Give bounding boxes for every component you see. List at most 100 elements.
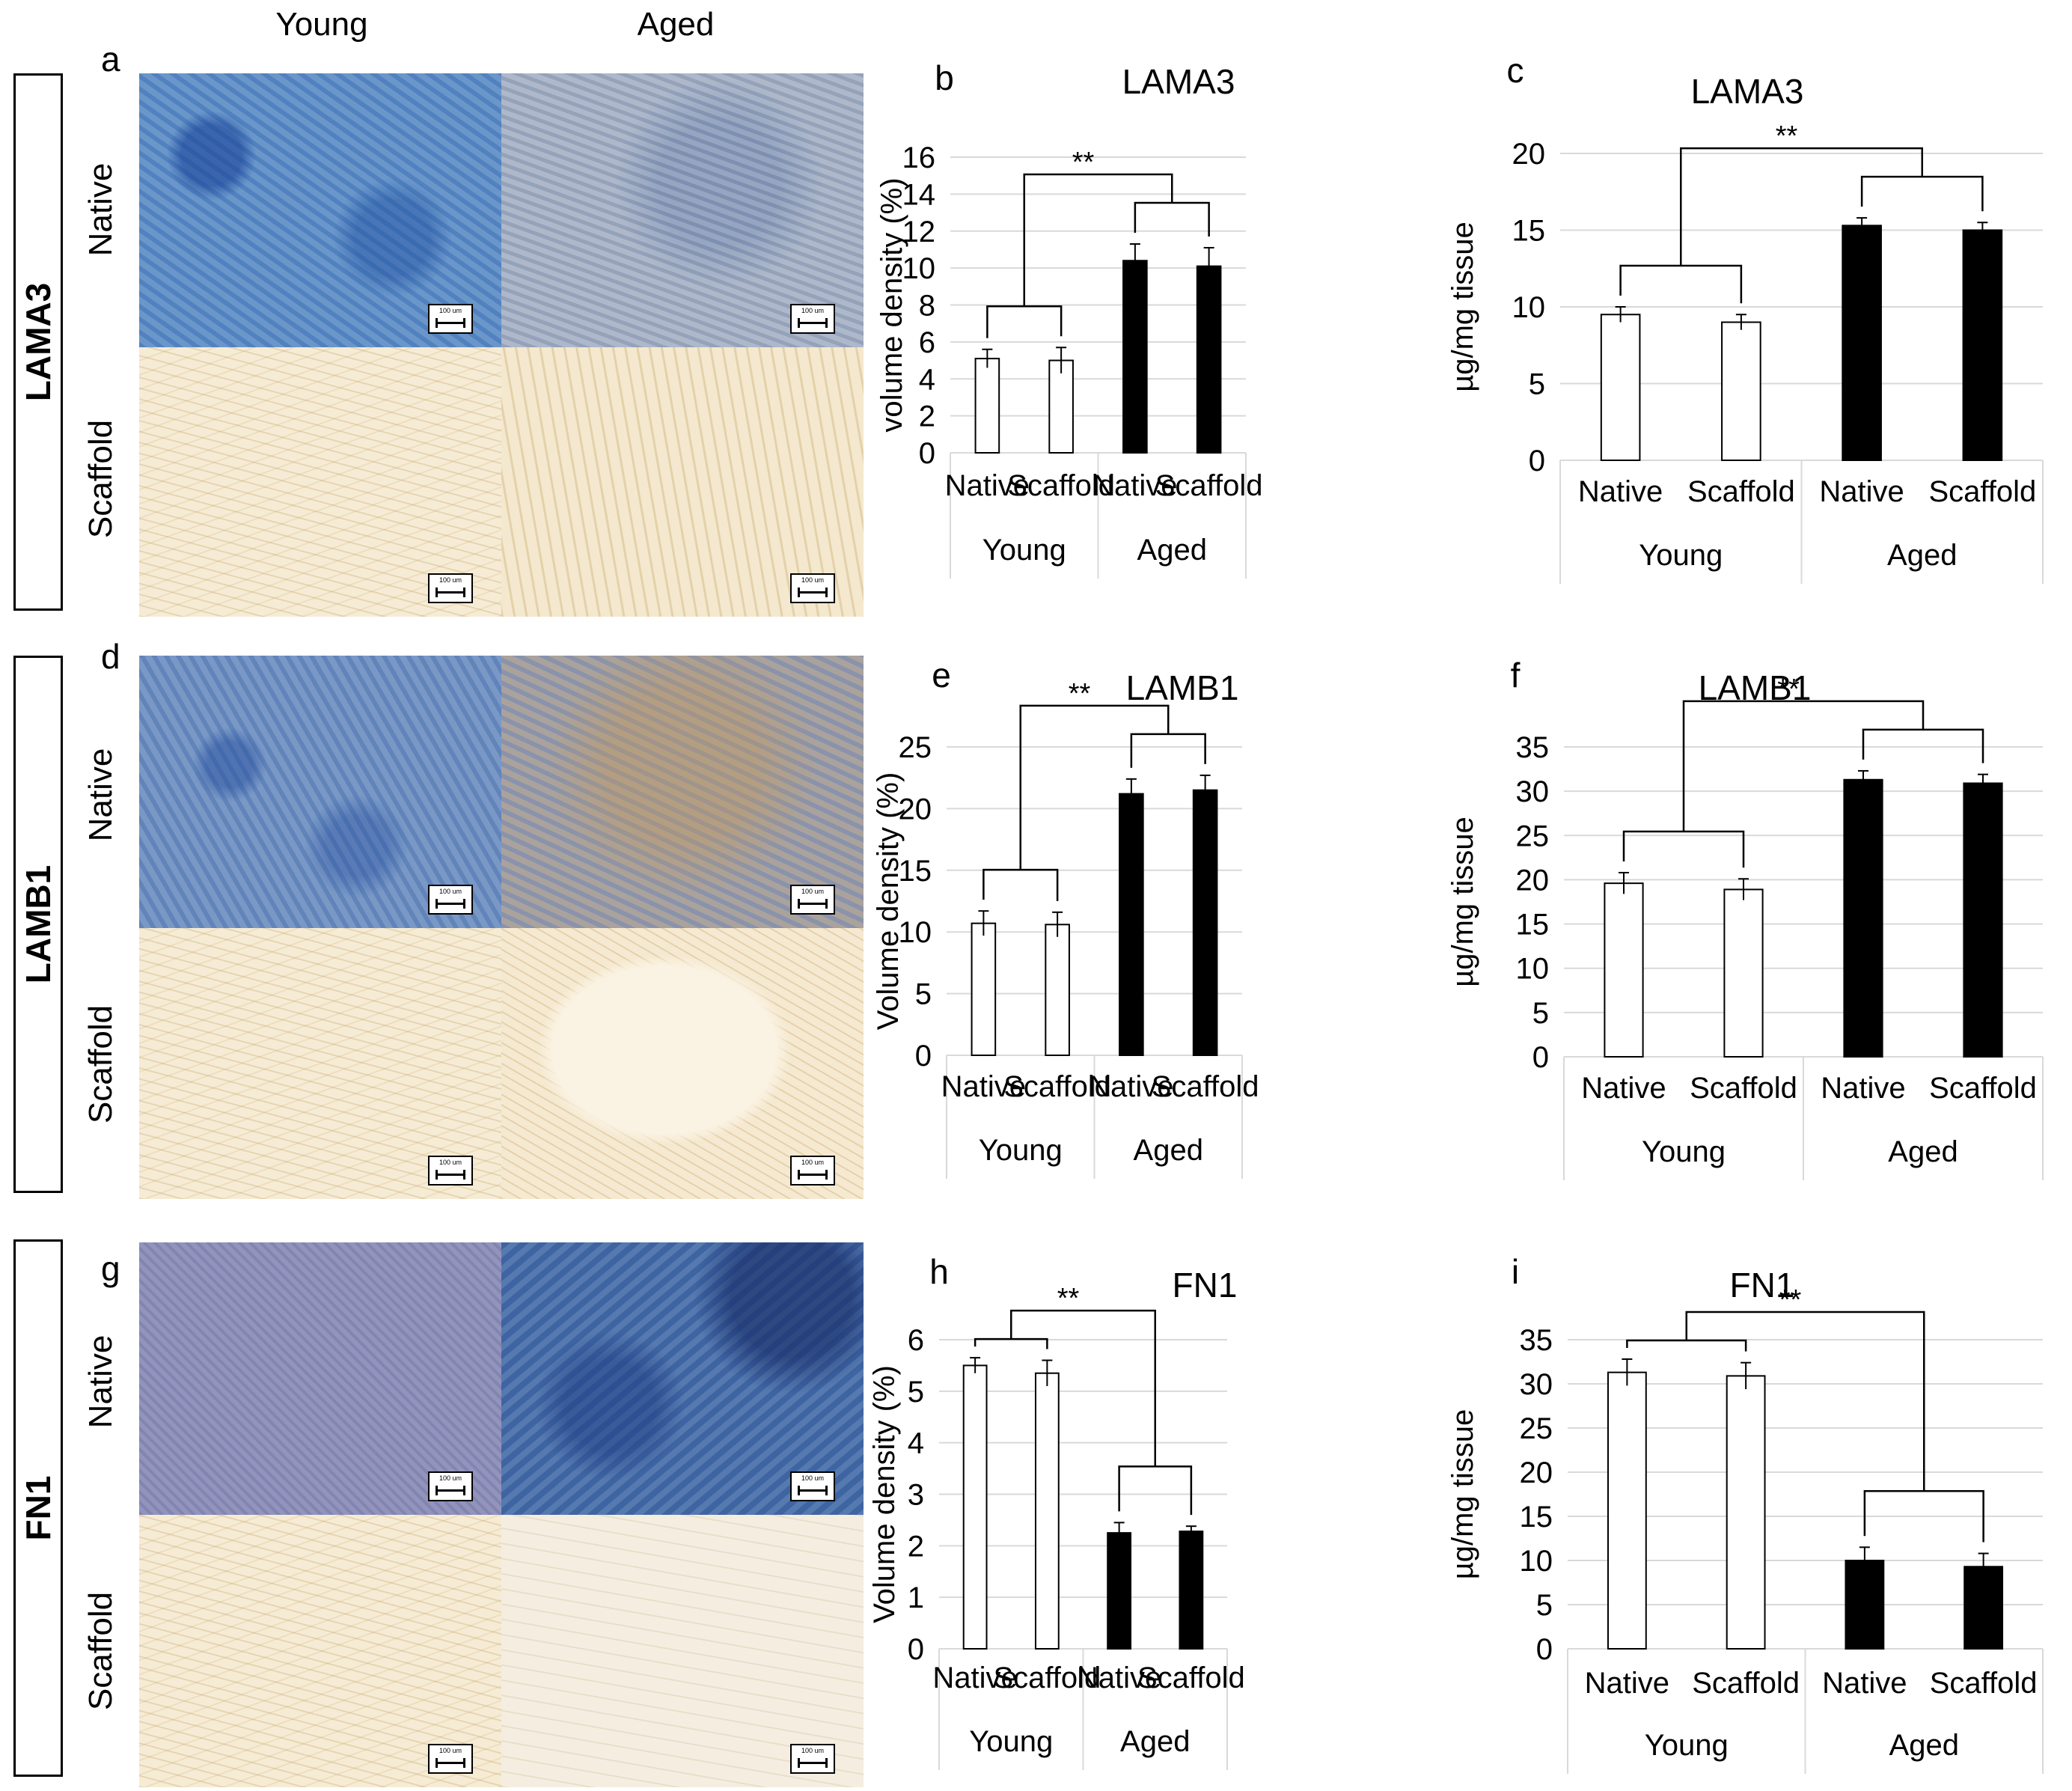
chart-h-ytick-label: 3: [908, 1479, 924, 1512]
chart-h-category-label: Native: [932, 1662, 1017, 1694]
chart-c-ytick-label: 10: [1512, 291, 1546, 324]
chart-h-ytick-label: 6: [908, 1324, 924, 1357]
micrograph-lama3-aged-native: 100 um: [501, 73, 864, 347]
chart-c-category-label: Scaffold: [1928, 475, 2036, 508]
chart-c-category-label: Native: [1819, 475, 1904, 508]
chart-c-ytick-label: 15: [1512, 215, 1546, 248]
panel-letter-g: g: [101, 1249, 120, 1288]
chart-b-group-label: Young: [982, 534, 1066, 567]
scale-bar: 100 um: [790, 885, 835, 915]
chart-i-bar-aged-scaffold: [1963, 1566, 2004, 1650]
chart-e-ytick-label: 0: [915, 1040, 932, 1073]
chart-c-category-label: Native: [1578, 475, 1663, 508]
chart-e-category-label: Scaffold: [1003, 1070, 1111, 1103]
micrograph-lama3-young-native: 100 um: [139, 73, 501, 347]
chart-b-ytick-label: 0: [919, 437, 935, 470]
chart-c-bracket-main: [1680, 147, 1923, 266]
chart-b-significance: **: [1072, 147, 1095, 178]
chart-b-category-label: Native: [945, 469, 1030, 502]
chart-b-bracket: [986, 305, 1063, 338]
chart-b-bar-young-native: [974, 358, 1000, 454]
chart-i-bar-young-scaffold: [1726, 1375, 1766, 1650]
chart-f-ytick-label: 30: [1516, 775, 1550, 808]
chart-c-significance: **: [1776, 120, 1798, 152]
micrograph-lamb1-young-scaffold: 100 um: [139, 928, 501, 1199]
chart-e-ytick-label: 15: [899, 855, 932, 888]
chart-h-ytick-label: 0: [908, 1633, 924, 1666]
chart-b-ytick-label: 14: [902, 178, 936, 211]
chart-b-ytick-label: 4: [919, 363, 935, 396]
micrograph-fn1-aged-native: 100 um: [501, 1242, 864, 1515]
chart-b-panel-letter: b: [935, 58, 954, 97]
chart-h-group-label: Young: [969, 1725, 1053, 1758]
chart-f-ylabel: µg/mg tissue: [1446, 817, 1479, 987]
chart-b-ytick-label: 8: [919, 290, 935, 323]
chart-b-bar-aged-scaffold: [1196, 265, 1222, 454]
chart-e-ylabel: Volume density (%): [872, 772, 905, 1031]
chart-e-ytick-label: 20: [899, 793, 932, 826]
chart-f-bracket: [1622, 830, 1745, 868]
chart-i-ytick-label: 15: [1520, 1501, 1553, 1534]
chart-e-bracket: [1130, 733, 1206, 768]
micrograph-lamb1-aged-native: 100 um: [501, 656, 864, 928]
scale-bar: 100 um: [790, 1471, 835, 1501]
chart-i-ytick-label: 0: [1536, 1633, 1553, 1666]
chart-e-category-label: Scaffold: [1152, 1070, 1259, 1103]
chart-c-panel-letter: c: [1507, 51, 1524, 90]
chart-h-bar-aged-scaffold: [1179, 1531, 1204, 1650]
chart-c-category-label: Scaffold: [1687, 475, 1795, 508]
scale-bar: 100 um: [428, 573, 473, 603]
chart-h-group-label: Aged: [1120, 1725, 1190, 1758]
chart-b-category-label: Scaffold: [1155, 469, 1263, 502]
micrograph-lamb1-aged-scaffold: 100 um: [501, 928, 864, 1199]
chart-i-panel-letter: i: [1512, 1252, 1519, 1291]
chart-f-ytick-label: 35: [1516, 731, 1550, 764]
chart-h-category-label: Native: [1077, 1662, 1161, 1694]
chart-i-bar-aged-native: [1845, 1560, 1885, 1650]
chart-h-panel-letter: h: [929, 1252, 949, 1291]
chart-h-bar-young-scaffold: [1034, 1372, 1060, 1650]
chart-e-title: LAMB1: [1126, 668, 1239, 707]
chart-b-ytick-label: 2: [919, 400, 935, 433]
chart-b-category-label: Scaffold: [1007, 469, 1115, 502]
scale-bar: 100 um: [790, 573, 835, 603]
chart-i-group-label: Young: [1645, 1729, 1729, 1762]
chart-f-bracket-main: [1682, 700, 1925, 832]
chart-f-ytick-label: 5: [1532, 997, 1549, 1030]
panel-letter-a: a: [101, 40, 120, 79]
chart-f-bar-young-scaffold: [1723, 888, 1764, 1058]
chart-i-category-label: Scaffold: [1692, 1667, 1800, 1700]
chart-e-group-label: Aged: [1134, 1134, 1203, 1167]
chart-b-group-label: Aged: [1137, 534, 1207, 567]
chart-e-panel-letter: e: [932, 656, 951, 695]
chart-i-title: FN1: [1730, 1266, 1795, 1305]
scale-bar: 100 um: [428, 1744, 473, 1774]
chart-e-ytick-label: 25: [899, 731, 932, 764]
chart-f-bar-young-native: [1604, 882, 1644, 1058]
scale-bar: 100 um: [790, 1744, 835, 1774]
chart-h-category-label: Scaffold: [1137, 1662, 1245, 1694]
micrograph-fn1-young-scaffold: 100 um: [139, 1515, 501, 1787]
chart-f-significance: **: [1777, 674, 1800, 705]
chart-i-ytick-label: 35: [1520, 1324, 1553, 1357]
scale-bar: 100 um: [428, 885, 473, 915]
chart-i-category-label: Native: [1585, 1667, 1669, 1700]
chart-f-category-label: Native: [1581, 1072, 1666, 1105]
row-label-box-lama3: LAMA3: [13, 73, 63, 611]
chart-h-title: FN1: [1173, 1266, 1238, 1305]
chart-f-category-label: Scaffold: [1690, 1072, 1797, 1105]
scale-bar: 100 um: [428, 1156, 473, 1186]
chart-c-bar-aged-native: [1842, 225, 1882, 461]
chart-h-bar-young-native: [962, 1364, 988, 1650]
chart-c-bar-young-native: [1600, 314, 1641, 461]
chart-e-bar-aged-scaffold: [1192, 789, 1218, 1057]
chart-b-category-label: Native: [1092, 469, 1177, 502]
chart-f-ytick-label: 15: [1516, 909, 1550, 942]
micrograph-lamb1-young-native: 100 um: [139, 656, 501, 928]
chart-f-group-label: Aged: [1888, 1135, 1958, 1168]
chart-e-bar-young-scaffold: [1045, 924, 1070, 1057]
chart-i-category-label: Scaffold: [1930, 1667, 2038, 1700]
row-label-box-fn1: FN1: [13, 1239, 63, 1777]
scale-bar: 100 um: [428, 1471, 473, 1501]
